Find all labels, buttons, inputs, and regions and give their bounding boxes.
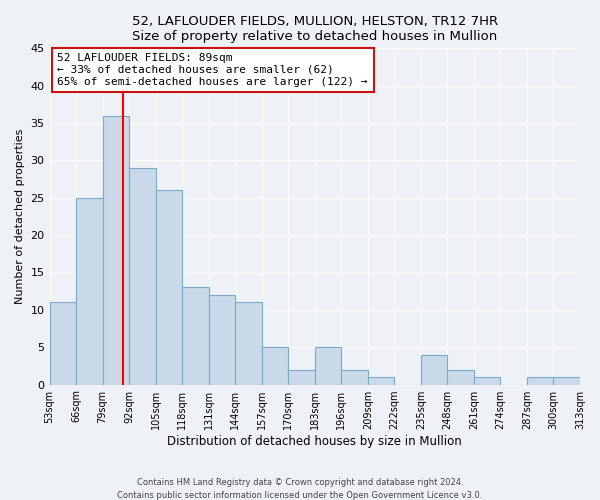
Bar: [155, 190, 182, 384]
Bar: [474, 377, 500, 384]
Bar: [288, 370, 315, 384]
Bar: [421, 354, 448, 384]
Text: 52 LAFLOUDER FIELDS: 89sqm
← 33% of detached houses are smaller (62)
65% of semi: 52 LAFLOUDER FIELDS: 89sqm ← 33% of deta…: [58, 54, 368, 86]
Bar: [103, 116, 129, 384]
Bar: [235, 302, 262, 384]
Bar: [76, 198, 103, 384]
X-axis label: Distribution of detached houses by size in Mullion: Distribution of detached houses by size …: [167, 434, 462, 448]
Bar: [209, 295, 235, 384]
Title: 52, LAFLOUDER FIELDS, MULLION, HELSTON, TR12 7HR
Size of property relative to de: 52, LAFLOUDER FIELDS, MULLION, HELSTON, …: [132, 15, 498, 43]
Y-axis label: Number of detached properties: Number of detached properties: [15, 129, 25, 304]
Bar: [341, 370, 368, 384]
Bar: [368, 377, 394, 384]
Bar: [129, 168, 155, 384]
Bar: [182, 288, 209, 384]
Text: Contains HM Land Registry data © Crown copyright and database right 2024.
Contai: Contains HM Land Registry data © Crown c…: [118, 478, 482, 500]
Bar: [262, 347, 288, 385]
Bar: [315, 347, 341, 385]
Bar: [448, 370, 474, 384]
Bar: [527, 377, 553, 384]
Bar: [553, 377, 580, 384]
Bar: [50, 302, 76, 384]
